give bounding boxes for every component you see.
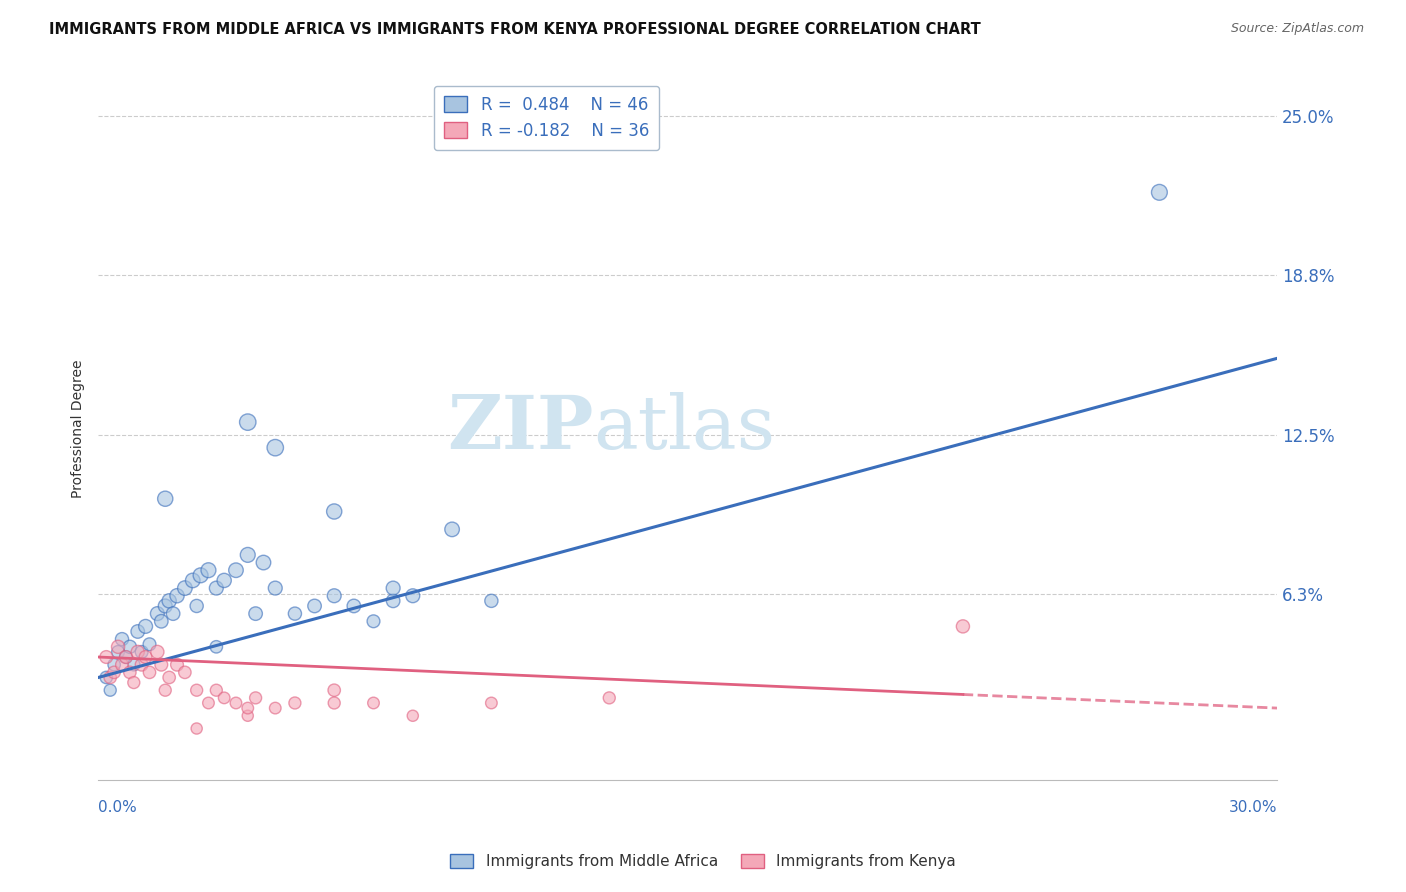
Point — [304, 599, 326, 613]
Point — [166, 657, 188, 672]
Point — [103, 665, 125, 680]
Point — [135, 650, 157, 665]
Point — [127, 645, 149, 659]
Point — [402, 708, 425, 723]
Point — [952, 619, 974, 633]
Point — [186, 683, 208, 698]
Point — [98, 683, 121, 698]
Point — [131, 657, 153, 672]
Point — [157, 670, 180, 684]
Point — [186, 599, 208, 613]
Text: IMMIGRANTS FROM MIDDLE AFRICA VS IMMIGRANTS FROM KENYA PROFESSIONAL DEGREE CORRE: IMMIGRANTS FROM MIDDLE AFRICA VS IMMIGRA… — [49, 22, 981, 37]
Text: 0.0%: 0.0% — [98, 800, 138, 815]
Point — [181, 574, 204, 588]
Point — [162, 607, 184, 621]
Text: atlas: atlas — [593, 392, 776, 465]
Point — [111, 632, 134, 647]
Point — [236, 548, 259, 562]
Point — [186, 722, 208, 736]
Point — [264, 701, 287, 715]
Point — [264, 581, 287, 595]
Legend: Immigrants from Middle Africa, Immigrants from Kenya: Immigrants from Middle Africa, Immigrant… — [444, 847, 962, 875]
Point — [236, 415, 259, 429]
Point — [197, 563, 219, 577]
Point — [212, 690, 235, 705]
Point — [323, 683, 346, 698]
Point — [96, 670, 118, 684]
Point — [245, 607, 267, 621]
Point — [1149, 186, 1171, 200]
Point — [402, 589, 425, 603]
Point — [122, 675, 145, 690]
Point — [205, 581, 228, 595]
Point — [111, 657, 134, 672]
Point — [363, 615, 385, 629]
Text: ZIP: ZIP — [447, 392, 593, 465]
Point — [155, 491, 177, 506]
Point — [197, 696, 219, 710]
Point — [236, 708, 259, 723]
Text: Source: ZipAtlas.com: Source: ZipAtlas.com — [1230, 22, 1364, 36]
Point — [205, 683, 228, 698]
Point — [146, 607, 169, 621]
Point — [441, 522, 464, 536]
Point — [479, 696, 502, 710]
Point — [107, 640, 129, 654]
Point — [173, 581, 195, 595]
Point — [155, 683, 177, 698]
Text: 30.0%: 30.0% — [1229, 800, 1277, 815]
Point — [323, 696, 346, 710]
Point — [138, 665, 160, 680]
Point — [98, 670, 121, 684]
Y-axis label: Professional Degree: Professional Degree — [72, 359, 86, 498]
Point — [323, 589, 346, 603]
Point — [150, 657, 173, 672]
Point — [284, 696, 307, 710]
Point — [252, 556, 274, 570]
Point — [127, 624, 149, 639]
Point — [96, 650, 118, 665]
Point — [155, 599, 177, 613]
Point — [382, 594, 405, 608]
Point — [166, 589, 188, 603]
Point — [173, 665, 195, 680]
Point — [284, 607, 307, 621]
Point — [157, 594, 180, 608]
Point — [103, 657, 125, 672]
Legend: R =  0.484    N = 46, R = -0.182    N = 36: R = 0.484 N = 46, R = -0.182 N = 36 — [434, 86, 659, 150]
Point — [225, 563, 247, 577]
Point — [205, 640, 228, 654]
Point — [479, 594, 502, 608]
Point — [225, 696, 247, 710]
Point — [323, 504, 346, 518]
Point — [118, 665, 141, 680]
Point — [118, 640, 141, 654]
Point — [115, 650, 138, 665]
Point — [264, 441, 287, 455]
Point — [135, 619, 157, 633]
Point — [146, 645, 169, 659]
Point — [363, 696, 385, 710]
Point — [138, 637, 160, 651]
Point — [150, 615, 173, 629]
Point — [245, 690, 267, 705]
Point — [107, 645, 129, 659]
Point — [598, 690, 620, 705]
Point — [122, 657, 145, 672]
Point — [115, 650, 138, 665]
Point — [212, 574, 235, 588]
Point — [343, 599, 366, 613]
Point — [382, 581, 405, 595]
Point — [190, 568, 212, 582]
Point — [236, 701, 259, 715]
Point — [131, 645, 153, 659]
